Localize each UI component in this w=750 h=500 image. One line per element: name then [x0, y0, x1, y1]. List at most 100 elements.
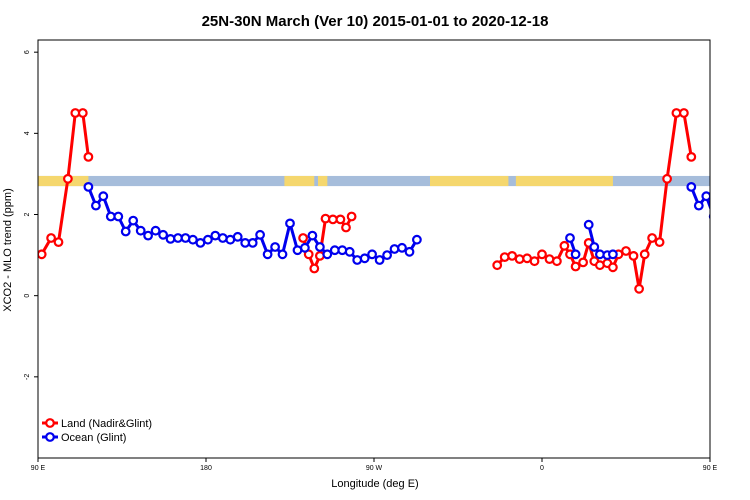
- series-0-point-2-17: [608, 262, 618, 273]
- series-0: [38, 108, 697, 294]
- series-0-point-2-5: [529, 256, 540, 267]
- legend-label-land: Land (Nadir&Glint): [61, 418, 152, 430]
- series-1-point-0-5: [120, 226, 131, 237]
- series-1-point-0-25: [270, 242, 281, 252]
- legend-item-ocean: Ocean (Glint): [42, 432, 126, 444]
- series-1-point-2-1: [589, 242, 600, 252]
- legend-label-ocean: Ocean (Glint): [61, 432, 126, 444]
- series-1-point-0-32: [322, 249, 333, 260]
- series-0-point-2-25: [662, 173, 672, 184]
- band-land-5: [710, 176, 750, 186]
- series-1-point-3-0: [686, 181, 697, 192]
- series-1: [83, 181, 748, 265]
- series-0-point-2-23: [647, 233, 657, 243]
- series-0-point-1-0: [298, 233, 309, 243]
- x-tick-label-0: 90 E: [31, 465, 46, 472]
- series-1-point-0-1: [90, 200, 101, 211]
- band-land-0: [38, 175, 89, 187]
- series-1-point-0-16: [202, 234, 213, 245]
- series-layer: [38, 108, 748, 294]
- series-0-point-2-24: [654, 237, 665, 248]
- y-tick-label-1: 0: [24, 294, 31, 298]
- series-1-point-0-29: [300, 242, 310, 253]
- series-0-point-1-7: [341, 222, 351, 233]
- series-1-point-0-44: [412, 234, 422, 245]
- series-0-point-2-3: [514, 254, 525, 265]
- series-0-point-2-22: [639, 249, 650, 260]
- series-1-point-3-6: [732, 217, 740, 225]
- series-0-point-1-8: [346, 211, 357, 222]
- series-1-point-0-35: [344, 246, 355, 257]
- series-0-point-1-2: [309, 263, 320, 274]
- series-1-point-0-20: [232, 231, 243, 242]
- series-1-point-0-18: [217, 233, 228, 243]
- series-1-point-3-3: [708, 213, 710, 220]
- y-tick-label-0: -2: [24, 374, 31, 380]
- band-land-3: [430, 175, 509, 187]
- series-1-point-0-41: [389, 244, 400, 254]
- series-1-point-0-6: [128, 215, 139, 226]
- x-tick-label-1: 180: [200, 465, 212, 472]
- series-1-line-3: [689, 186, 710, 211]
- series-0-point-0-6: [83, 151, 94, 162]
- series-0-point-2-6: [537, 249, 547, 260]
- band-land-4: [515, 175, 613, 187]
- series-1-point-0-37: [359, 253, 370, 264]
- series-1-point-0-30: [307, 230, 318, 241]
- series-1-point-0-43: [404, 246, 415, 257]
- legend-marker-ocean: [45, 432, 55, 442]
- series-0-point-2-12: [578, 257, 588, 268]
- series-0-point-0-0: [38, 249, 47, 260]
- y-axis: -2 0 2 4 6: [24, 50, 38, 380]
- series-1-point-0-10: [158, 229, 169, 240]
- series-1-point-0-0: [83, 181, 94, 192]
- series-1-point-0-42: [397, 242, 407, 253]
- series-0-point-2-11: [570, 261, 581, 272]
- band-land-2: [318, 175, 328, 187]
- series-1-point-2-0: [583, 219, 594, 230]
- series-0-point-0-3: [62, 173, 73, 184]
- series-1-point-0-40: [382, 250, 393, 261]
- series-1-point-0-27: [285, 218, 295, 229]
- series-0-point-0-2: [53, 237, 64, 248]
- plot-frame: [37, 39, 711, 459]
- legend-item-land: Land (Nadir&Glint): [42, 418, 152, 430]
- legend: Land (Nadir&Glint) Ocean (Glint): [42, 418, 152, 444]
- series-1-point-0-26: [277, 249, 288, 260]
- y-tick-label-4: 6: [24, 50, 31, 54]
- surface-type-band: [38, 175, 750, 187]
- band-land-1: [284, 175, 315, 187]
- x-tick-label-4: 90 E: [703, 465, 718, 472]
- series-1-point-2-4: [608, 249, 618, 260]
- series-1-point-3-2: [701, 191, 710, 202]
- series-0-point-2-28: [686, 151, 697, 162]
- series-0-point-2-27: [679, 108, 689, 118]
- series-1-point-1-0: [565, 233, 575, 243]
- series-1-point-0-31: [315, 242, 325, 252]
- series-1-line-0: [87, 186, 419, 262]
- series-1-point-3-1: [693, 200, 704, 211]
- series-1-point-3-4: [717, 213, 725, 221]
- series-0-point-1-6: [335, 214, 346, 225]
- series-1-point-1-1: [570, 249, 581, 260]
- series-0-point-2-19: [621, 246, 631, 256]
- series-1-point-0-2: [98, 191, 109, 202]
- x-axis: 90 E 180 90 W 0 90 E: [31, 458, 718, 472]
- series-1-point-0-23: [255, 229, 266, 240]
- series-1-point-0-36: [352, 255, 363, 265]
- series-1-point-0-38: [367, 249, 378, 260]
- x-axis-label: Longitude (deg E): [331, 478, 418, 490]
- legend-marker-land: [45, 418, 55, 428]
- x-tick-label-3: 0: [540, 465, 544, 472]
- series-0-point-2-9: [559, 240, 570, 251]
- band-ocean: [38, 175, 710, 187]
- series-1-point-0-7: [135, 225, 146, 236]
- series-0-point-0-1: [46, 233, 56, 243]
- series-1-point-0-11: [165, 233, 176, 244]
- chart-title: 25N-30N March (Ver 10) 2015-01-01 to 202…: [202, 13, 549, 30]
- y-axis-label: XCO2 - MLO trend (ppm): [2, 188, 14, 311]
- series-0-point-0-5: [77, 108, 88, 118]
- series-1-point-3-7: [740, 227, 748, 235]
- series-1-point-0-9: [150, 225, 161, 236]
